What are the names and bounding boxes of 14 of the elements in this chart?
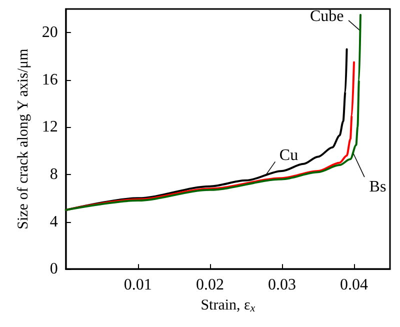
y-tick-label: 4 [50,213,58,230]
x-tick-label: 0.01 [124,276,152,294]
annotation: Cube [310,8,344,25]
x-tick-label: 0.03 [268,276,296,294]
y-tick-label: 8 [50,166,58,184]
annotation: Bs [369,178,386,196]
x-tick-label: 0.04 [340,276,368,294]
y-tick-label: 20 [42,24,58,42]
y-tick-label: 0 [50,260,58,278]
y-tick-label: 16 [42,71,58,88]
y-axis-title: Size of crack along Y axis/μm [16,48,32,230]
annotation: Cu [279,147,298,164]
x-tick-label: 0.02 [196,276,224,294]
y-tick-label: 12 [42,118,58,136]
